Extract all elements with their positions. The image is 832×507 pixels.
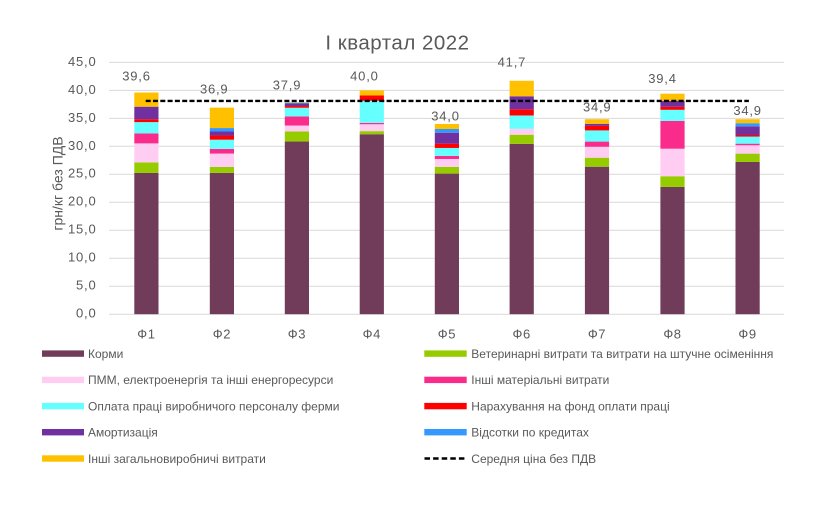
- svg-text:0,0: 0,0: [76, 306, 96, 321]
- svg-text:Ф4: Ф4: [363, 326, 381, 341]
- svg-text:Ф3: Ф3: [288, 326, 306, 341]
- svg-text:36,9: 36,9: [200, 81, 229, 96]
- svg-text:5,0: 5,0: [76, 278, 96, 293]
- svg-text:35,0: 35,0: [68, 110, 97, 125]
- svg-text:15,0: 15,0: [68, 222, 97, 237]
- svg-text:Інші матеріальні витрати: Інші матеріальні витрати: [471, 373, 609, 387]
- svg-text:Середня ціна без ПДВ: Середня ціна без ПДВ: [471, 452, 596, 466]
- svg-text:Ф1: Ф1: [137, 326, 155, 341]
- svg-text:Інші загальновиробничі витрати: Інші загальновиробничі витрати: [88, 452, 266, 466]
- svg-text:45,0: 45,0: [68, 54, 97, 69]
- svg-text:40,0: 40,0: [68, 82, 97, 97]
- svg-text:Ф6: Ф6: [513, 326, 531, 341]
- svg-text:Ветеринарні витрати та витрати: Ветеринарні витрати та витрати на штучне…: [471, 347, 773, 361]
- svg-text:Ф8: Ф8: [663, 326, 681, 341]
- svg-text:Відсотки по кредитах: Відсотки по кредитах: [471, 426, 589, 440]
- svg-text:39,6: 39,6: [122, 69, 151, 84]
- svg-text:10,0: 10,0: [68, 250, 97, 265]
- svg-text:Оплата праці виробничого персо: Оплата праці виробничого персоналу ферми: [88, 399, 339, 413]
- svg-text:Нарахування на фонд оплати пра: Нарахування на фонд оплати праці: [471, 399, 669, 413]
- svg-text:20,0: 20,0: [68, 194, 97, 209]
- svg-text:Ф2: Ф2: [213, 326, 231, 341]
- svg-text:І квартал 2022: І квартал 2022: [325, 31, 469, 54]
- svg-text:34,9: 34,9: [733, 103, 762, 118]
- svg-text:Амортизація: Амортизація: [88, 426, 158, 440]
- svg-text:34,0: 34,0: [431, 109, 460, 124]
- svg-text:Корми: Корми: [88, 347, 123, 361]
- svg-text:Ф7: Ф7: [588, 326, 606, 341]
- svg-text:41,7: 41,7: [498, 55, 527, 70]
- svg-text:34,9: 34,9: [583, 100, 612, 115]
- svg-text:грн/кг без ПДВ: грн/кг без ПДВ: [50, 136, 66, 230]
- svg-text:Ф9: Ф9: [738, 326, 756, 341]
- svg-text:30,0: 30,0: [68, 138, 97, 153]
- svg-text:39,4: 39,4: [648, 71, 677, 86]
- svg-text:ПММ, електроенергія та інші ен: ПММ, електроенергія та інші енергоресурс…: [88, 373, 333, 387]
- svg-text:37,9: 37,9: [273, 77, 302, 92]
- svg-text:25,0: 25,0: [68, 166, 97, 181]
- svg-text:Ф5: Ф5: [438, 326, 456, 341]
- svg-text:40,0: 40,0: [350, 69, 379, 84]
